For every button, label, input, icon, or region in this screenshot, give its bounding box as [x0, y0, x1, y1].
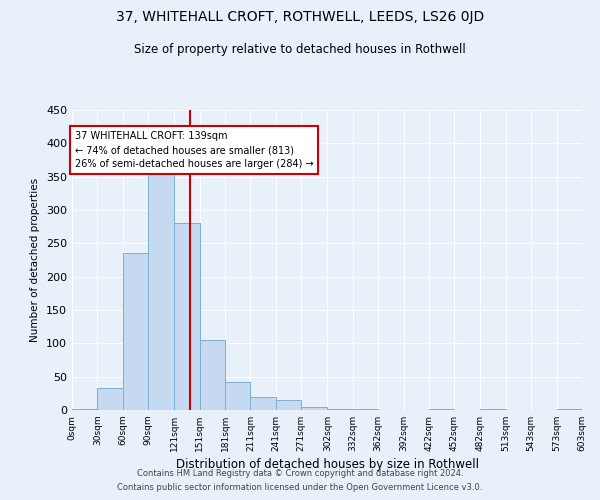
Text: Contains HM Land Registry data © Crown copyright and database right 2024.: Contains HM Land Registry data © Crown c… — [137, 468, 463, 477]
Bar — [301, 406, 328, 410]
Text: 37, WHITEHALL CROFT, ROTHWELL, LEEDS, LS26 0JD: 37, WHITEHALL CROFT, ROTHWELL, LEEDS, LS… — [116, 10, 484, 24]
Bar — [429, 408, 454, 410]
Bar — [97, 388, 123, 410]
X-axis label: Distribution of detached houses by size in Rothwell: Distribution of detached houses by size … — [176, 458, 479, 471]
Bar — [250, 396, 276, 410]
Bar — [175, 224, 200, 410]
Y-axis label: Number of detached properties: Number of detached properties — [31, 178, 40, 342]
Bar — [479, 408, 506, 410]
Bar — [148, 168, 175, 410]
Text: Size of property relative to detached houses in Rothwell: Size of property relative to detached ho… — [134, 42, 466, 56]
Bar — [328, 408, 353, 410]
Bar — [276, 400, 301, 410]
Text: 37 WHITEHALL CROFT: 139sqm
← 74% of detached houses are smaller (813)
26% of sem: 37 WHITEHALL CROFT: 139sqm ← 74% of deta… — [74, 132, 313, 170]
Bar — [225, 382, 250, 410]
Bar — [200, 340, 225, 410]
Bar — [72, 408, 97, 410]
Bar — [123, 254, 148, 410]
Text: Contains public sector information licensed under the Open Government Licence v3: Contains public sector information licen… — [118, 484, 482, 492]
